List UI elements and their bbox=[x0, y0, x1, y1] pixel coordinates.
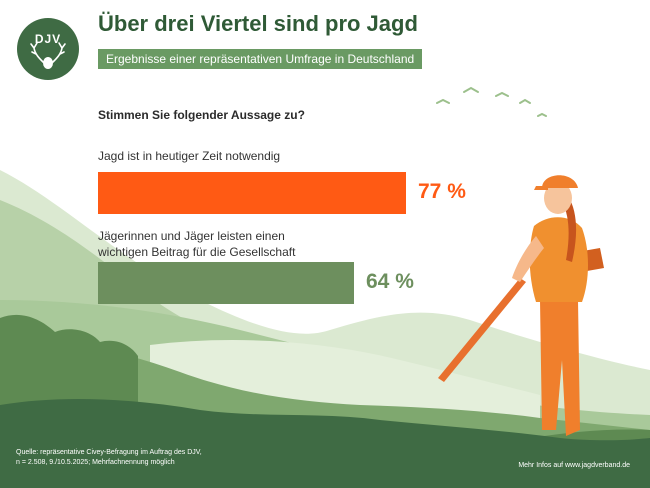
djv-logo: DJV bbox=[17, 18, 79, 80]
rifle bbox=[438, 278, 526, 382]
source-line-1: Quelle: repräsentative Civey-Befragung i… bbox=[16, 449, 202, 456]
logo-text: DJV bbox=[34, 32, 62, 46]
bar-value-label: 64 % bbox=[366, 270, 414, 293]
bar bbox=[98, 172, 406, 214]
page-title: Über drei Viertel sind pro Jagd bbox=[98, 11, 418, 36]
hunter-figure bbox=[438, 175, 604, 436]
more-info-link[interactable]: Mehr Infos auf www.jagdverband.de bbox=[518, 462, 630, 469]
foreground-ground bbox=[0, 398, 650, 488]
survey-question: Stimmen Sie folgender Aussage zu? bbox=[98, 108, 305, 122]
bar-label-line: Jagd ist in heutiger Zeit notwendig bbox=[98, 149, 281, 163]
hunter-head bbox=[544, 182, 572, 214]
hunter-legs bbox=[540, 300, 580, 436]
hunter-cap bbox=[542, 175, 578, 188]
hunter-braid bbox=[562, 196, 577, 262]
bar-value-label: 77 % bbox=[418, 180, 466, 203]
source-line-2: n = 2.508, 9./10.5.2025; Mehrfachnennung… bbox=[16, 459, 175, 466]
bar-label: Jägerinnen und Jäger leisten einen wichti… bbox=[98, 228, 295, 260]
hunter-arm bbox=[512, 236, 544, 282]
bar-label-line: wichtigen Beitrag für die Gesellschaft bbox=[98, 245, 296, 259]
bar bbox=[98, 262, 354, 304]
birds bbox=[436, 86, 547, 117]
bar-label-line: Jägerinnen und Jäger leisten einen bbox=[98, 229, 285, 243]
hunter-body bbox=[529, 217, 588, 302]
source-note: Quelle: repräsentative Civey-Befragung i… bbox=[16, 448, 202, 468]
bar-label: Jagd ist in heutiger Zeit notwendig bbox=[98, 148, 280, 164]
deer-antler-icon bbox=[30, 42, 66, 69]
subtitle-banner: Ergebnisse einer repräsentativen Umfrage… bbox=[98, 49, 423, 69]
